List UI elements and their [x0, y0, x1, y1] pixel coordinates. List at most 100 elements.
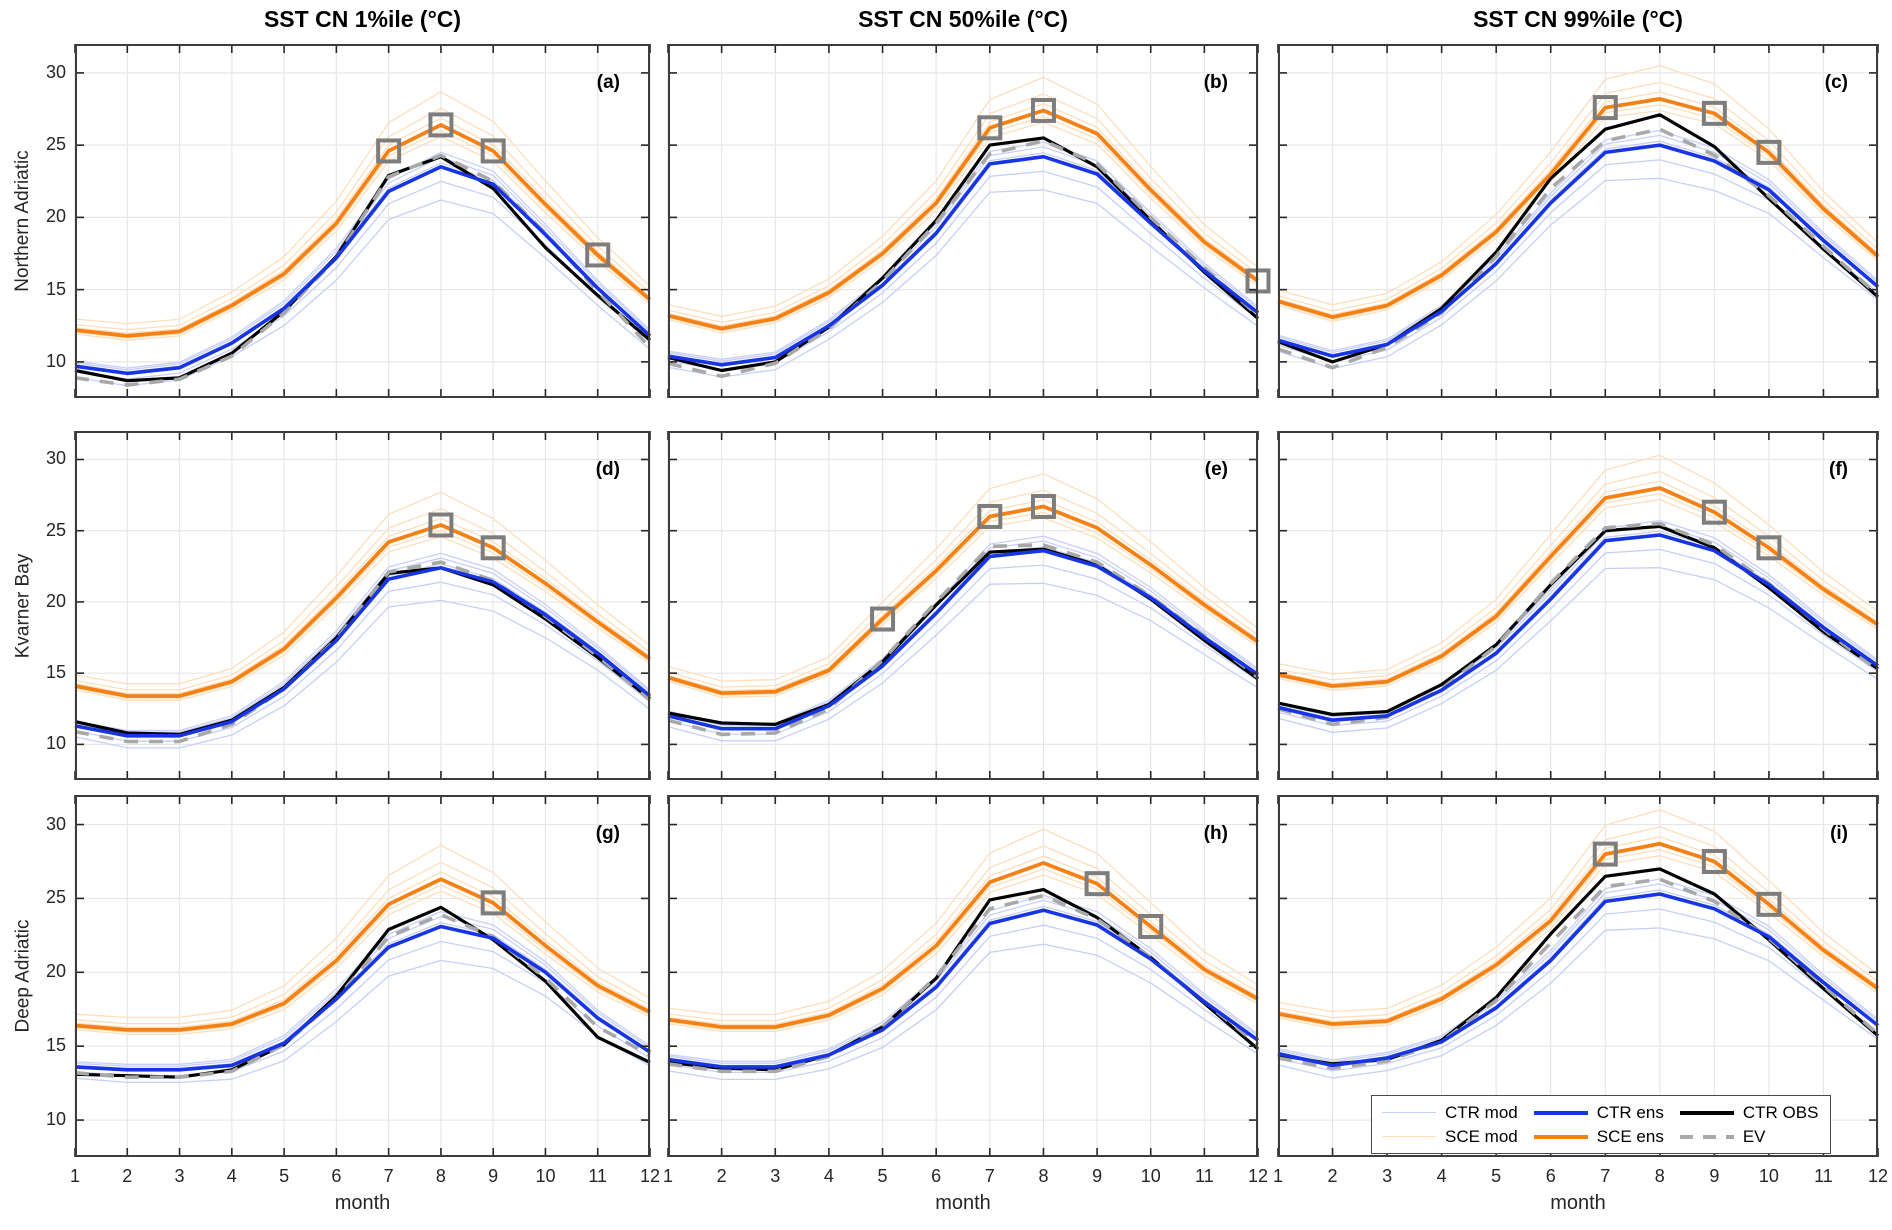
x-tick-label: 5	[877, 1166, 888, 1186]
x-tick-label: 2	[122, 1166, 133, 1186]
significance-square-marker	[428, 112, 454, 138]
x-tick-label: 7	[984, 1166, 995, 1186]
significance-square-marker	[1756, 535, 1782, 561]
column-title-99pct: SST CN 99%ile (°C)	[1473, 6, 1683, 32]
panel-b-chart: (b)	[667, 44, 1271, 398]
significance-square-marker	[585, 242, 611, 268]
x-tick-label: 10	[535, 1166, 556, 1186]
legend-label: CTR mod	[1445, 1102, 1518, 1122]
y-tick-label: 25	[45, 519, 66, 540]
panel-letter-label: (a)	[597, 72, 620, 93]
y-tick-label: 25	[45, 134, 66, 155]
legend-label: SCE ens	[1596, 1126, 1664, 1146]
legend-label: EV	[1742, 1126, 1766, 1146]
sce-mod-line-swatch	[1382, 1136, 1436, 1137]
x-tick-label: 4	[823, 1166, 834, 1186]
x-tick-label: 9	[1709, 1166, 1720, 1186]
significance-square-marker	[428, 512, 454, 538]
significance-square-marker	[1701, 848, 1727, 874]
y-tick-label: 20	[45, 206, 66, 227]
panel-f-chart: (f)	[1277, 431, 1880, 780]
x-tick-label: 6	[331, 1166, 342, 1186]
y-tick-label: 15	[45, 662, 66, 683]
x-tick-label: 9	[488, 1166, 499, 1186]
x-tick-label: 9	[1092, 1166, 1103, 1186]
x-tick-label: 8	[435, 1166, 446, 1186]
x-tick-label: 3	[1382, 1166, 1393, 1186]
panel-letter-label: (f)	[1829, 459, 1848, 480]
significance-square-marker	[480, 138, 506, 164]
y-tick-label: 30	[45, 813, 66, 834]
x-tick-label: 12	[1247, 1166, 1269, 1186]
panel-c-chart: (c)	[1277, 44, 1880, 398]
significance-square-marker	[1592, 95, 1618, 121]
significance-square-marker	[1701, 499, 1727, 525]
panel-g-chart: (g)	[74, 795, 651, 1157]
y-tick-label: 15	[45, 278, 66, 299]
x-tick-label: 11	[588, 1166, 608, 1186]
panel-a-chart: (a)	[74, 44, 652, 398]
panel-letter-label: (b)	[1204, 72, 1228, 93]
ctr-ens-line-swatch	[1533, 1110, 1588, 1115]
x-tick-label: 5	[1491, 1166, 1502, 1186]
x-tick-label: 11	[1814, 1166, 1833, 1186]
x-tick-label: 7	[383, 1166, 394, 1186]
legend-entry-ctr-mod: CTR mod	[1382, 1103, 1518, 1123]
y-tick-label: 10	[45, 1109, 66, 1130]
x-tick-label: 4	[226, 1166, 237, 1186]
legend-label: CTR OBS	[1742, 1102, 1819, 1122]
x-tick-label: 7	[1600, 1166, 1611, 1186]
x-axis-label-col3: month	[1550, 1192, 1606, 1214]
panel-h-chart: (h)	[667, 795, 1260, 1157]
panel-letter-label: (e)	[1205, 459, 1228, 480]
x-tick-label: 12	[1867, 1166, 1889, 1186]
ctr-mod-line-swatch	[1382, 1112, 1436, 1113]
panel-letter-label: (g)	[596, 823, 620, 844]
y-tick-label: 25	[45, 887, 66, 908]
x-tick-label: 1	[69, 1166, 80, 1186]
y-tick-label: 10	[45, 733, 66, 754]
x-tick-label: 1	[662, 1166, 673, 1186]
significance-square-marker	[1592, 841, 1618, 867]
panel-letter-label: (h)	[1204, 823, 1228, 844]
significance-square-marker	[480, 890, 506, 916]
significance-square-marker	[1030, 97, 1056, 123]
panel-letter-label: (d)	[596, 459, 620, 480]
x-tick-label: 12	[639, 1166, 661, 1186]
sce-ens-line-swatch	[1533, 1134, 1588, 1139]
x-tick-label: 1	[1272, 1166, 1283, 1186]
x-tick-label: 3	[770, 1166, 781, 1186]
ctr-obs-line-swatch	[1679, 1110, 1734, 1115]
legend-entry-ctr-ens: CTR ens	[1533, 1102, 1664, 1123]
significance-square-marker	[1030, 493, 1056, 519]
x-tick-label: 5	[279, 1166, 290, 1186]
significance-square-marker	[1756, 139, 1782, 165]
column-title-50pct: SST CN 50%ile (°C)	[858, 6, 1068, 32]
column-title-1pct: SST CN 1%ile (°C)	[263, 6, 462, 32]
y-tick-label: 10	[45, 350, 66, 371]
significance-square-marker	[870, 606, 896, 632]
legend-entry-sce-mod: SCE mod	[1382, 1127, 1518, 1147]
significance-square-marker	[977, 115, 1003, 141]
x-axis-label-col2: month	[935, 1192, 991, 1214]
x-tick-label: 8	[1038, 1166, 1049, 1186]
panel-letter-label: (c)	[1825, 72, 1848, 93]
x-tick-label: 4	[1436, 1166, 1447, 1186]
legend-entry-sce-ens: SCE ens	[1533, 1126, 1664, 1147]
x-tick-label: 10	[1140, 1166, 1161, 1186]
y-tick-label: 30	[45, 448, 66, 469]
significance-square-marker	[977, 503, 1003, 529]
panel-d-chart: (d)	[74, 431, 652, 780]
y-tick-label: 15	[45, 1035, 66, 1056]
x-tick-label: 6	[1545, 1166, 1556, 1186]
significance-square-marker	[376, 138, 402, 164]
significance-square-marker	[480, 535, 506, 561]
ev-dashed-line-swatch	[1679, 1134, 1734, 1139]
significance-square-marker	[1701, 100, 1727, 126]
legend-entry-ctr-obs: CTR OBS	[1679, 1102, 1819, 1123]
legend-label: CTR ens	[1596, 1102, 1664, 1122]
x-tick-label: 2	[1327, 1166, 1338, 1186]
x-tick-label: 10	[1758, 1166, 1779, 1186]
legend-entry-ev: EV	[1679, 1126, 1819, 1147]
